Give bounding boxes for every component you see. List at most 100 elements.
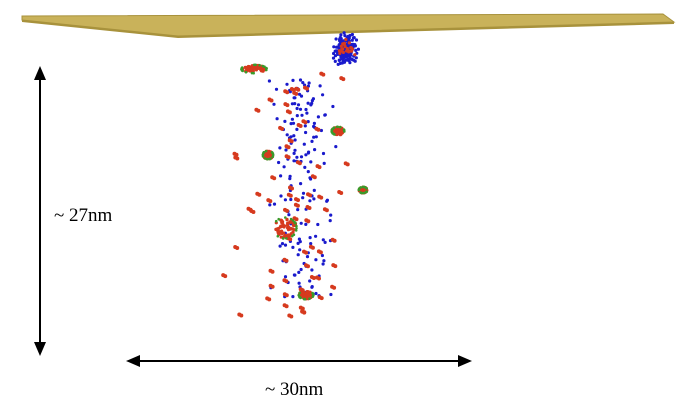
blue-atom bbox=[283, 119, 287, 123]
green-atom bbox=[274, 219, 278, 223]
red-atom bbox=[306, 290, 310, 294]
red-atom bbox=[348, 49, 352, 53]
red-atom bbox=[339, 44, 343, 48]
red-atom bbox=[332, 238, 337, 243]
red-atom bbox=[285, 103, 290, 108]
green-atom bbox=[289, 217, 293, 221]
red-atom bbox=[341, 77, 346, 82]
red-atom bbox=[287, 110, 292, 115]
blue-atom bbox=[296, 253, 300, 257]
blue-atom bbox=[334, 49, 338, 53]
blue-atom bbox=[285, 133, 289, 137]
blue-atom bbox=[314, 291, 318, 296]
green-atom bbox=[308, 297, 311, 301]
green-atom bbox=[362, 191, 366, 195]
green-atom bbox=[271, 155, 275, 159]
blue-atom bbox=[321, 93, 325, 97]
red-atom bbox=[306, 219, 311, 224]
green-atom bbox=[240, 67, 243, 71]
green-atom bbox=[298, 291, 302, 295]
blue-atom bbox=[318, 84, 322, 88]
blue-atom bbox=[350, 57, 354, 61]
red-atom bbox=[284, 258, 289, 263]
green-atom bbox=[263, 157, 267, 160]
red-atom bbox=[267, 297, 272, 302]
red-atom bbox=[284, 279, 289, 284]
blue-atom bbox=[342, 60, 347, 64]
blue-atom bbox=[353, 59, 357, 63]
blue-atom bbox=[354, 48, 358, 53]
blue-atom bbox=[312, 121, 316, 125]
red-atom bbox=[286, 145, 291, 150]
red-atom bbox=[312, 175, 317, 180]
red-atom bbox=[280, 126, 285, 131]
red-atom bbox=[335, 132, 339, 137]
red-atom bbox=[316, 127, 321, 132]
red-atom bbox=[305, 86, 309, 91]
blue-atom bbox=[331, 104, 335, 109]
blue-atom bbox=[304, 153, 308, 157]
blue-atom bbox=[308, 236, 312, 240]
red-atom bbox=[267, 154, 272, 158]
red-atom bbox=[256, 108, 261, 113]
red-atom bbox=[341, 50, 345, 55]
red-atom bbox=[279, 218, 283, 222]
red-atom bbox=[302, 310, 307, 315]
green-atom bbox=[312, 293, 315, 297]
green-atom bbox=[277, 217, 281, 221]
blue-atom bbox=[301, 81, 305, 85]
green-atom bbox=[270, 151, 274, 154]
blue-atom bbox=[293, 102, 297, 106]
green-atom bbox=[359, 191, 363, 195]
blue-atom bbox=[277, 160, 281, 165]
blue-atom bbox=[314, 135, 318, 139]
blue-atom bbox=[348, 57, 352, 62]
red-atom bbox=[319, 296, 324, 301]
red-atom bbox=[270, 284, 275, 289]
green-atom bbox=[295, 224, 298, 228]
green-atom bbox=[342, 129, 346, 132]
green-atom bbox=[252, 71, 255, 75]
green-atom bbox=[261, 153, 265, 156]
blue-atom bbox=[322, 161, 326, 165]
green-atom bbox=[311, 291, 314, 295]
blue-atom bbox=[320, 253, 324, 258]
green-atom bbox=[258, 63, 261, 67]
blue-atom bbox=[305, 255, 310, 259]
blue-atom bbox=[304, 222, 308, 226]
blue-atom bbox=[299, 221, 303, 225]
blue-atom bbox=[295, 114, 299, 118]
green-atom bbox=[330, 129, 334, 132]
blue-atom bbox=[296, 241, 300, 245]
blue-atom bbox=[278, 146, 282, 150]
red-atom bbox=[347, 41, 351, 45]
blue-atom bbox=[290, 117, 294, 121]
blue-atom bbox=[309, 242, 313, 246]
red-atom bbox=[296, 198, 300, 203]
blue-atom bbox=[338, 38, 342, 42]
red-atom bbox=[268, 199, 273, 204]
red-atom bbox=[324, 208, 329, 213]
blue-atom bbox=[354, 38, 359, 42]
red-atom bbox=[317, 276, 321, 281]
blue-atom bbox=[303, 124, 307, 128]
blue-atom bbox=[298, 240, 302, 244]
blue-atom bbox=[322, 259, 326, 263]
green-atom bbox=[263, 65, 266, 68]
blue-atom bbox=[310, 99, 314, 103]
blue-atom bbox=[298, 107, 303, 111]
blue-atom bbox=[300, 113, 304, 117]
red-atom bbox=[341, 42, 345, 46]
horizontal-dimension-arrow bbox=[126, 355, 472, 367]
blue-atom bbox=[348, 33, 352, 38]
green-atom bbox=[339, 125, 342, 129]
blue-atom bbox=[283, 243, 288, 247]
blue-atom bbox=[323, 113, 327, 117]
blue-atom bbox=[332, 51, 336, 56]
blue-atom bbox=[267, 79, 271, 83]
blue-atom bbox=[313, 148, 317, 152]
green-atom bbox=[281, 237, 285, 240]
blue-atom bbox=[280, 242, 285, 246]
green-atom bbox=[357, 188, 361, 192]
blue-atom bbox=[296, 103, 301, 107]
